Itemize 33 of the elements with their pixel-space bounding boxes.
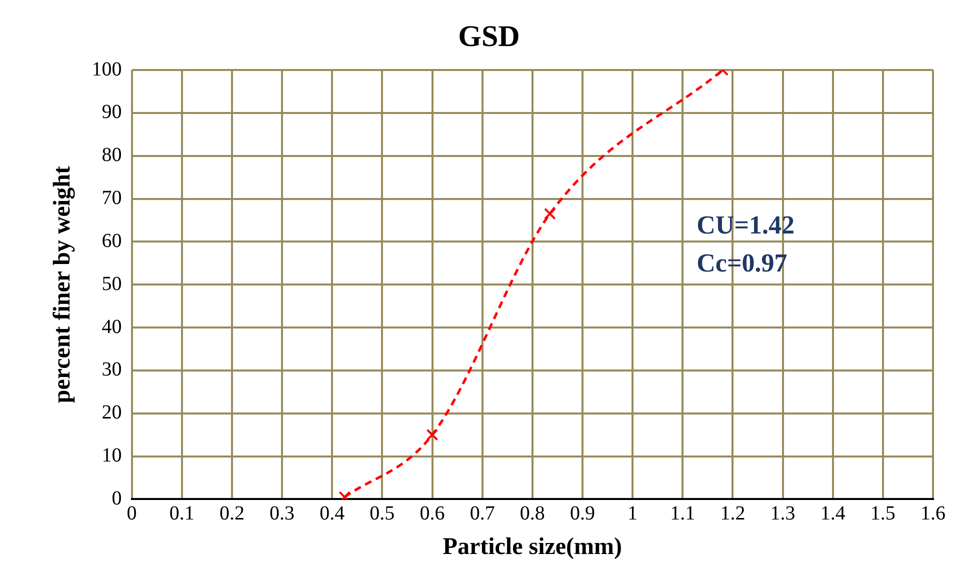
y-tick-label: 100 xyxy=(92,58,122,80)
y-tick-label: 40 xyxy=(102,316,122,338)
x-tick-label: 0.4 xyxy=(320,502,345,524)
x-tick-label: 1.4 xyxy=(820,502,846,524)
x-tick-label: 1.1 xyxy=(670,502,696,524)
x-tick-label: 0.7 xyxy=(470,502,495,524)
y-tick-label: 70 xyxy=(102,187,122,210)
y-tick-label: 90 xyxy=(102,101,122,124)
y-tick-label: 50 xyxy=(102,272,122,295)
x-tick-label: 1.2 xyxy=(720,502,746,524)
chart-title: GSD xyxy=(458,20,520,53)
x-tick-label: 0.3 xyxy=(270,502,295,524)
y-tick-label: 20 xyxy=(102,402,122,424)
x-tick-label: 0 xyxy=(126,502,137,524)
x-tick-label: 1 xyxy=(628,502,638,524)
y-tick-label: 0 xyxy=(112,487,122,510)
x-tick-label: 0.1 xyxy=(169,502,194,524)
x-tick-label: 0.2 xyxy=(219,502,244,524)
y-tick-label: 60 xyxy=(102,230,122,252)
x-tick-label: 1.6 xyxy=(920,502,946,524)
y-tick-label: 30 xyxy=(102,358,122,381)
point xyxy=(426,428,438,441)
x-tick-label: 0.8 xyxy=(520,502,545,524)
x-axis-title: Particle size(mm) xyxy=(442,534,622,560)
y-tick-label: 80 xyxy=(102,144,122,166)
x-tick-label: 0.5 xyxy=(370,502,395,524)
y-tick-label: 10 xyxy=(102,444,122,467)
x-tick-label: 1.3 xyxy=(770,502,796,524)
x-tick-label: 0.6 xyxy=(420,502,445,524)
x-tick-label: 0.9 xyxy=(570,502,595,524)
x-tick-label: 1.5 xyxy=(870,502,896,524)
point xyxy=(544,208,556,220)
y-axis-title: percent finer by weight xyxy=(50,166,76,404)
